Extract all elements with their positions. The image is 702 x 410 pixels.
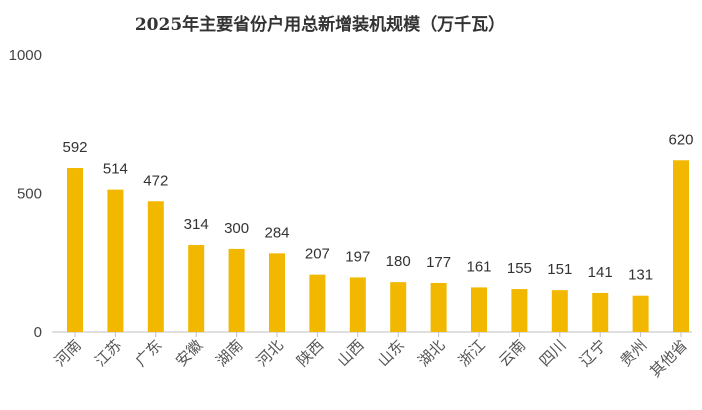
data-label: 207 — [305, 246, 330, 263]
y-tick-label: 500 — [17, 186, 42, 203]
category-label: 湖北 — [414, 336, 448, 370]
category-label: 广东 — [132, 336, 166, 370]
category-label: 陕西 — [293, 336, 327, 370]
data-label: 620 — [668, 131, 693, 148]
data-label: 472 — [143, 172, 168, 189]
bar — [309, 274, 326, 332]
data-label: 592 — [62, 139, 87, 156]
data-label: 155 — [507, 260, 532, 277]
bar — [269, 253, 285, 332]
bar — [673, 160, 689, 332]
bar — [471, 287, 487, 332]
category-label: 四川 — [536, 336, 570, 370]
bar — [390, 282, 407, 332]
data-label: 131 — [628, 267, 653, 284]
data-label: 197 — [345, 248, 370, 265]
chart-title: 2025年主要省份户用总新增装机规模（万千瓦） — [134, 15, 506, 35]
bar — [107, 189, 124, 332]
data-label: 300 — [224, 220, 249, 237]
category-label: 其他省 — [646, 336, 691, 381]
bar — [228, 248, 245, 332]
bar — [349, 277, 366, 332]
category-label: 江苏 — [91, 336, 125, 370]
category-label: 辽宁 — [576, 336, 610, 370]
category-label: 安徽 — [172, 336, 206, 370]
bar — [511, 289, 528, 332]
data-label: 514 — [103, 161, 128, 178]
bar — [147, 201, 164, 332]
data-label: 314 — [184, 216, 209, 233]
data-label: 180 — [386, 253, 411, 270]
bar — [632, 295, 649, 332]
category-label: 湖南 — [212, 336, 246, 370]
category-label: 云南 — [495, 336, 529, 370]
data-label: 177 — [426, 254, 451, 271]
bar — [430, 282, 447, 332]
data-label: 141 — [588, 264, 613, 281]
category-label: 浙江 — [455, 336, 489, 370]
data-label: 151 — [547, 261, 572, 278]
category-label: 河南 — [51, 336, 85, 370]
bar — [67, 168, 83, 332]
y-tick-label: 0 — [34, 324, 42, 341]
y-tick-label: 1000 — [9, 47, 42, 64]
category-label: 山东 — [374, 336, 408, 370]
bar — [592, 292, 609, 332]
category-label: 贵州 — [616, 336, 650, 370]
data-label: 284 — [264, 224, 289, 241]
category-label: 河北 — [253, 336, 287, 370]
category-label: 山西 — [334, 336, 368, 370]
bar — [188, 245, 205, 332]
data-label: 161 — [466, 258, 491, 275]
bar — [551, 290, 568, 332]
